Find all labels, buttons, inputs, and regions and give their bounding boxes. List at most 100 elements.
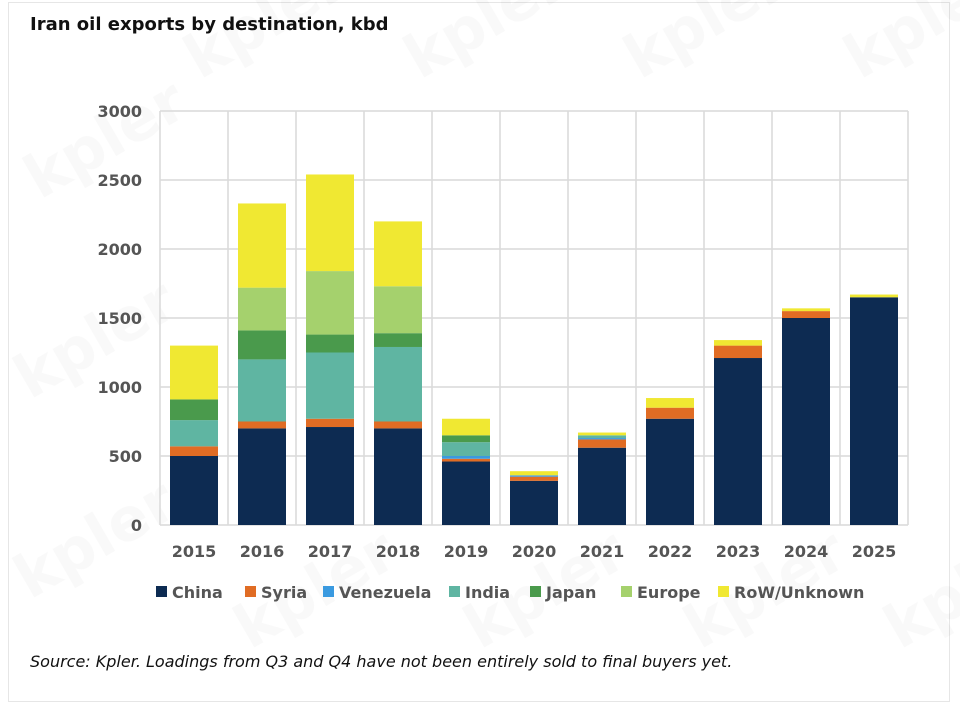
bar-china-2016 [238, 428, 286, 525]
bar-syria-2018 [374, 421, 422, 429]
bar-row-unknown-2020 [510, 471, 558, 476]
x-tick-label: 2023 [716, 542, 761, 561]
bar-china-2025 [850, 297, 898, 525]
legend-label: Japan [545, 583, 596, 602]
watermark-text: kpler [173, 0, 359, 93]
bar-china-2020 [510, 480, 558, 525]
legend-label: Venezuela [339, 583, 431, 602]
bar-row-unknown-2016 [238, 203, 286, 288]
legend-swatch [530, 586, 541, 597]
legend-label: China [172, 583, 223, 602]
watermark-text: kpler [613, 0, 799, 93]
watermark-text: kpler [833, 0, 960, 93]
bar-row-unknown-2022 [646, 398, 694, 408]
legend-swatch [156, 586, 167, 597]
bar-china-2018 [374, 428, 422, 525]
y-tick-label: 3000 [97, 102, 142, 121]
bar-japan-2015 [170, 399, 218, 421]
bar-syria-2021 [578, 439, 626, 448]
legend-label: Syria [261, 583, 307, 602]
legend-label: India [465, 583, 510, 602]
bar-india-2015 [170, 420, 218, 447]
x-tick-label: 2025 [852, 542, 897, 561]
bar-row-unknown-2025 [850, 294, 898, 298]
bar-china-2021 [578, 447, 626, 525]
bar-china-2019 [442, 461, 490, 525]
y-tick-label: 500 [109, 447, 142, 466]
bar-row-unknown-2019 [442, 418, 490, 436]
bar-row-unknown-2017 [306, 174, 354, 272]
chart-title: Iran oil exports by destination, kbd [30, 14, 389, 35]
legend-swatch [621, 586, 632, 597]
bar-syria-2015 [170, 446, 218, 456]
y-axis: 0 500 1000 1500 2000 2500 3000 [97, 102, 142, 535]
y-tick-label: 2500 [97, 171, 142, 190]
x-tick-label: 2021 [580, 542, 625, 561]
bar-china-2015 [170, 456, 218, 525]
bar-europe-2018 [374, 286, 422, 334]
watermark-text: kpler [873, 515, 960, 663]
bar-row-unknown-2015 [170, 345, 218, 400]
legend-swatch [323, 586, 334, 597]
x-axis: 2015 2016 2017 2018 2019 2020 2021 2022 2023 2024… [172, 542, 897, 561]
bar-syria-2023 [714, 345, 762, 359]
x-tick-label: 2024 [784, 542, 829, 561]
bar-china-2017 [306, 427, 354, 525]
x-tick-label: 2017 [308, 542, 353, 561]
bar-syria-2019 [442, 458, 490, 462]
bar-syria-2016 [238, 421, 286, 429]
bar-india-2019 [442, 442, 490, 456]
bar-china-2023 [714, 358, 762, 525]
bar-india-2016 [238, 359, 286, 422]
legend-label: RoW/Unknown [734, 583, 864, 602]
y-tick-label: 0 [131, 516, 142, 535]
watermark-text: kpler [393, 0, 579, 93]
bar-japan-2018 [374, 333, 422, 347]
x-tick-label: 2015 [172, 542, 217, 561]
legend-swatch [718, 586, 729, 597]
bar-venezuela-2021 [578, 438, 626, 440]
bar-europe-2017 [306, 271, 354, 335]
x-tick-label: 2016 [240, 542, 285, 561]
legend-item-japan: Japan [530, 583, 596, 602]
legend-swatch [245, 586, 256, 597]
legend: China Syria Venezuela India Japan Europe RoW/U… [156, 583, 864, 602]
watermark-text: kpler [13, 65, 199, 213]
bar-india-2018 [374, 346, 422, 422]
y-tick-label: 1000 [97, 378, 142, 397]
bar-row-unknown-2021 [578, 432, 626, 436]
bar-row-unknown-2023 [714, 340, 762, 346]
bar-india-2021 [578, 435, 626, 439]
bar-row-unknown-2024 [782, 308, 830, 312]
bar-europe-2016 [238, 287, 286, 331]
bars-layer [170, 174, 898, 525]
bar-japan-2016 [238, 330, 286, 360]
x-tick-label: 2018 [376, 542, 421, 561]
bar-china-2024 [782, 318, 830, 525]
bar-venezuela-2020 [510, 475, 558, 477]
legend-item-row-unknown: RoW/Unknown [718, 583, 864, 602]
bar-china-2022 [646, 418, 694, 525]
bar-venezuela-2019 [442, 456, 490, 459]
legend-label: Europe [637, 583, 701, 602]
bar-row-unknown-2018 [374, 221, 422, 287]
legend-item-syria: Syria [245, 583, 307, 602]
bar-syria-2020 [510, 476, 558, 481]
bar-syria-2022 [646, 407, 694, 419]
y-tick-label: 2000 [97, 240, 142, 259]
bar-syria-2024 [782, 311, 830, 318]
x-tick-label: 2022 [648, 542, 693, 561]
bar-japan-2019 [442, 435, 490, 443]
legend-item-india: India [449, 583, 510, 602]
y-tick-label: 1500 [97, 309, 142, 328]
legend-swatch [449, 586, 460, 597]
bar-india-2017 [306, 352, 354, 419]
x-tick-label: 2020 [512, 542, 557, 561]
legend-item-china: China [156, 583, 223, 602]
bar-syria-2017 [306, 418, 354, 428]
bar-japan-2017 [306, 334, 354, 353]
legend-item-europe: Europe [621, 583, 701, 602]
x-tick-label: 2019 [444, 542, 489, 561]
source-note: Source: Kpler. Loadings from Q3 and Q4 h… [30, 652, 733, 671]
